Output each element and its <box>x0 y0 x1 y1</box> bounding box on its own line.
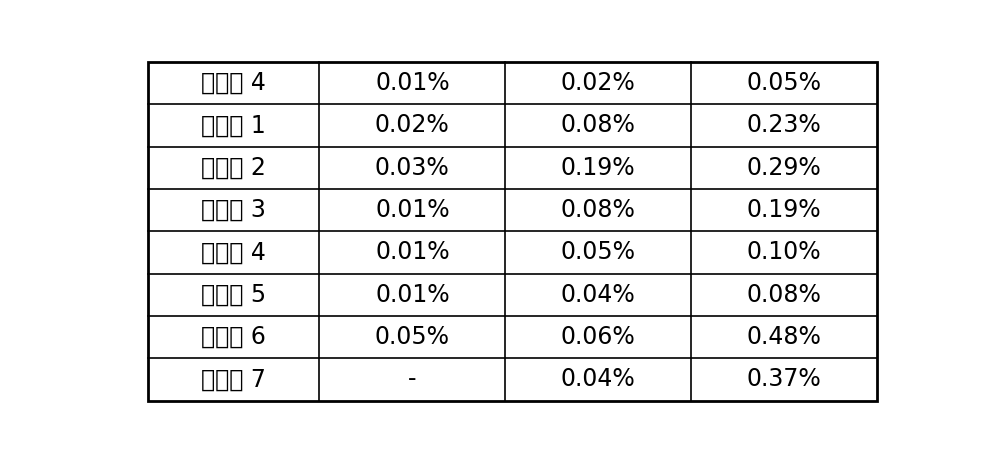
Text: 0.04%: 0.04% <box>561 283 635 307</box>
Text: 0.01%: 0.01% <box>375 71 450 95</box>
Text: 0.48%: 0.48% <box>746 325 821 349</box>
Text: 0.29%: 0.29% <box>746 156 821 180</box>
Text: 0.37%: 0.37% <box>746 367 821 392</box>
Text: 对比例 3: 对比例 3 <box>201 198 266 222</box>
Text: 0.02%: 0.02% <box>561 71 635 95</box>
Text: 0.08%: 0.08% <box>561 198 636 222</box>
Text: 对比例 4: 对比例 4 <box>201 240 266 264</box>
Text: 对比例 5: 对比例 5 <box>201 283 266 307</box>
Text: 对比例 7: 对比例 7 <box>201 367 266 392</box>
Text: 0.02%: 0.02% <box>375 114 450 137</box>
Text: 0.19%: 0.19% <box>747 198 821 222</box>
Text: 0.23%: 0.23% <box>746 114 821 137</box>
Text: 0.19%: 0.19% <box>561 156 635 180</box>
Text: 0.01%: 0.01% <box>375 283 450 307</box>
Text: 0.08%: 0.08% <box>746 283 821 307</box>
Text: 0.06%: 0.06% <box>561 325 635 349</box>
Text: 0.05%: 0.05% <box>746 71 821 95</box>
Text: 0.04%: 0.04% <box>561 367 635 392</box>
Text: 0.08%: 0.08% <box>561 114 636 137</box>
Text: 实施例 4: 实施例 4 <box>201 71 266 95</box>
Text: 0.05%: 0.05% <box>375 325 450 349</box>
Text: 对比例 1: 对比例 1 <box>201 114 266 137</box>
Text: 0.01%: 0.01% <box>375 240 450 264</box>
Text: 0.10%: 0.10% <box>747 240 821 264</box>
Text: 对比例 6: 对比例 6 <box>201 325 266 349</box>
Text: 0.01%: 0.01% <box>375 198 450 222</box>
Text: -: - <box>408 367 417 392</box>
Text: 0.05%: 0.05% <box>561 240 636 264</box>
Text: 对比例 2: 对比例 2 <box>201 156 266 180</box>
Text: 0.03%: 0.03% <box>375 156 450 180</box>
